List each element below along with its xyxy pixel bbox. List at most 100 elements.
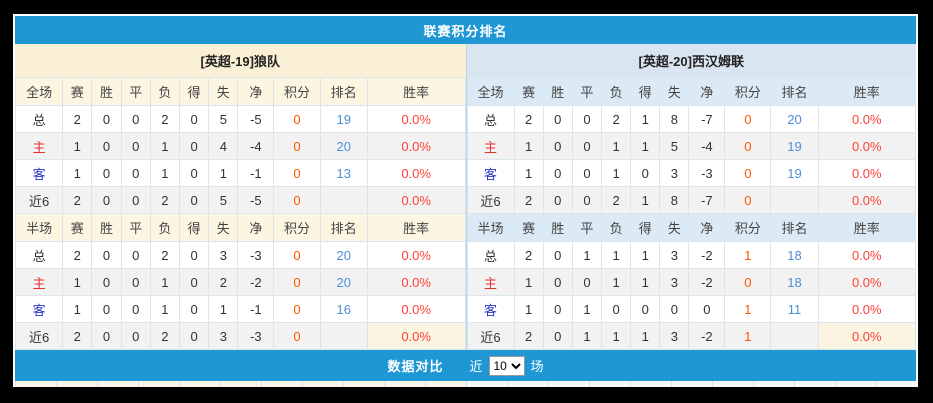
- stat-value: 1: [600, 268, 632, 296]
- column-header: 胜: [542, 213, 573, 242]
- row-label: 近6: [14, 186, 64, 214]
- team-name-header: [英超-19]狼队: [15, 44, 466, 77]
- stat-value: 0: [120, 295, 151, 323]
- stat-value: 0: [178, 268, 210, 296]
- stat-value: 0: [630, 295, 661, 323]
- row-label: 主: [466, 132, 515, 160]
- stat-value: 0: [542, 241, 573, 269]
- stat-value: -4: [237, 132, 275, 160]
- stat-value: 0: [659, 295, 690, 323]
- row-label: 客: [466, 159, 515, 187]
- points-value: 0: [724, 186, 772, 214]
- stat-value: 1: [600, 132, 632, 160]
- stat-value: 1: [62, 295, 93, 323]
- stat-value: 1: [630, 105, 661, 133]
- column-header: 净: [237, 77, 275, 106]
- points-value: 0: [724, 105, 772, 133]
- column-header: 负: [149, 213, 181, 242]
- stat-value: 3: [659, 159, 690, 187]
- rank-value: [319, 186, 368, 214]
- row-label: 主: [466, 268, 515, 296]
- win-rate-value: 0.0%: [366, 159, 466, 187]
- column-header: 平: [120, 213, 151, 242]
- stat-value: 2: [62, 105, 93, 133]
- stat-value: -3: [237, 241, 275, 269]
- column-header: 负: [600, 213, 632, 242]
- stats-row: 客 1 0 0 1 0 3 -3 0 19 0.0%: [466, 159, 917, 187]
- row-label: 近6: [466, 322, 515, 350]
- rank-value: [319, 322, 368, 350]
- points-value: 0: [273, 295, 321, 323]
- stat-value: 2: [513, 186, 544, 214]
- row-label: 总: [466, 105, 515, 133]
- stat-value: 4: [208, 132, 239, 160]
- row-label: 主: [14, 132, 64, 160]
- stats-row: 总 2 0 0 2 1 8 -7 0 20 0.0%: [466, 105, 917, 133]
- column-header: 排名: [770, 77, 819, 106]
- column-header-row: 全场赛胜平负得失净积分 排名 胜率: [14, 77, 466, 106]
- win-rate-value: 0.0%: [366, 241, 466, 269]
- stat-value: -5: [237, 105, 275, 133]
- column-header: 积分: [273, 77, 321, 106]
- stats-row: 客 1 0 0 1 0 1 -1 0 16 0.0%: [14, 295, 466, 323]
- stat-value: -2: [237, 268, 275, 296]
- column-header: 负: [149, 77, 181, 106]
- column-header-row: 半场赛胜平负得失净积分 排名 胜率: [14, 213, 466, 242]
- rank-value: 13: [319, 159, 368, 187]
- team-name-header: [英超-20]西汉姆联: [466, 44, 916, 77]
- stat-value: 2: [149, 322, 181, 350]
- column-header-row: 半场赛胜平负得失净积分 排名 胜率: [466, 213, 917, 242]
- stats-row: 近6 2 0 0 2 0 5 -5 0 0.0%: [14, 186, 466, 214]
- recent-prefix-label: 近: [469, 359, 483, 374]
- column-header: 得: [178, 213, 210, 242]
- stat-value: 0: [91, 322, 122, 350]
- points-value: 0: [724, 268, 772, 296]
- stat-value: -2: [688, 322, 726, 350]
- stat-value: 8: [659, 105, 690, 133]
- points-value: 0: [273, 186, 321, 214]
- stat-value: 1: [513, 295, 544, 323]
- stat-value: 8: [659, 186, 690, 214]
- stat-value: 0: [178, 295, 210, 323]
- points-value: 0: [273, 105, 321, 133]
- points-value: 0: [724, 132, 772, 160]
- rank-value: [770, 186, 819, 214]
- stats-row: 总 2 0 0 2 0 5 -5 0 19 0.0%: [14, 105, 466, 133]
- stats-row: 主 1 0 0 1 1 3 -2 0 18 0.0%: [466, 268, 917, 296]
- stat-value: 0: [120, 322, 151, 350]
- stats-row: 主 1 0 0 1 1 5 -4 0 19 0.0%: [466, 132, 917, 160]
- win-rate-value: 0.0%: [817, 322, 917, 350]
- stat-value: -7: [688, 105, 726, 133]
- stat-value: 0: [91, 132, 122, 160]
- stat-value: 2: [149, 241, 181, 269]
- points-value: 0: [273, 241, 321, 269]
- column-header: 积分: [724, 213, 772, 242]
- row-label: 近6: [14, 322, 64, 350]
- stat-value: -4: [688, 132, 726, 160]
- points-value: 0: [273, 159, 321, 187]
- stat-value: 0: [542, 105, 573, 133]
- row-label: 总: [14, 241, 64, 269]
- points-value: 1: [724, 241, 772, 269]
- stat-value: 1: [630, 268, 661, 296]
- stat-value: 2: [513, 322, 544, 350]
- stat-value: 0: [91, 105, 122, 133]
- points-value: 0: [724, 159, 772, 187]
- stat-value: 1: [149, 132, 181, 160]
- column-header: 平: [120, 77, 151, 106]
- stat-value: 1: [630, 241, 661, 269]
- stat-value: 0: [91, 186, 122, 214]
- stat-value: 0: [542, 268, 573, 296]
- stat-value: 1: [571, 322, 603, 350]
- column-header: 积分: [273, 213, 321, 242]
- recent-matches-select[interactable]: 10: [488, 355, 525, 376]
- row-label: 总: [466, 241, 515, 269]
- stat-value: 0: [120, 241, 151, 269]
- stat-value: -2: [688, 241, 726, 269]
- column-header: 赛: [62, 77, 93, 106]
- stat-value: 1: [149, 159, 181, 187]
- stat-value: 0: [91, 159, 122, 187]
- win-rate-value: 0.0%: [817, 295, 917, 323]
- column-header-row: 全场赛胜平负得失净积分 排名 胜率: [466, 77, 917, 106]
- stat-value: -2: [688, 268, 726, 296]
